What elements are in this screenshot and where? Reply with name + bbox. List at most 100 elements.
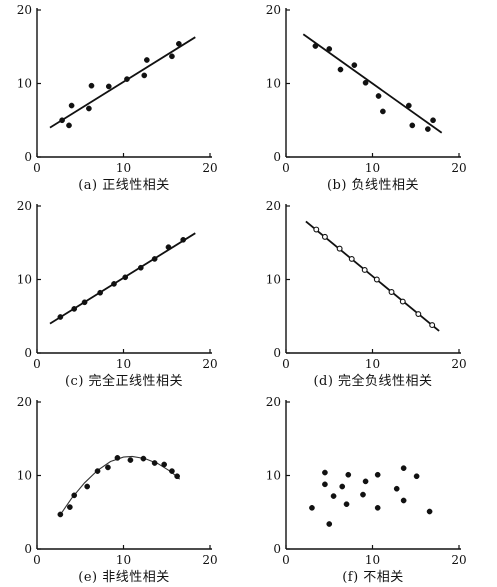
- data-point-b: [375, 93, 382, 99]
- scatter-plot-d: 0 10 20 0 10 20: [266, 199, 467, 371]
- chart-caption-e: (e) 非线性相关: [78, 570, 170, 585]
- x-tick-label-e: 20: [202, 553, 217, 567]
- data-point-b: [326, 46, 333, 52]
- data-point-d: [348, 255, 355, 262]
- x-tick-label-a: 0: [33, 161, 41, 175]
- data-point-e: [57, 511, 64, 518]
- data-point-c: [57, 314, 64, 320]
- y-tick-label-f: 10: [266, 469, 281, 483]
- data-point-f: [426, 508, 433, 515]
- data-point-a: [105, 83, 112, 90]
- data-point-d: [388, 289, 395, 295]
- chart-panel-d: 0 10 20 0 10 20 (d) 完全负线性相关: [249, 196, 497, 391]
- x-tick-label-e: 0: [33, 553, 41, 567]
- chart-caption-a: (a) 正线性相关: [78, 178, 170, 193]
- x-tick-label-d: 10: [365, 357, 380, 371]
- y-tick-label-f: 20: [266, 395, 281, 409]
- scatter-plot-c: 0 10 20 0 10 20: [17, 199, 218, 371]
- x-tick-label-d: 0: [282, 357, 290, 371]
- data-point-f: [400, 497, 407, 504]
- data-point-d: [415, 311, 422, 317]
- data-point-b: [409, 122, 416, 129]
- y-tick-label-d: 0: [273, 346, 281, 360]
- data-point-b: [380, 108, 386, 115]
- data-point-f: [309, 504, 315, 511]
- data-point-f: [374, 504, 381, 511]
- data-point-e: [169, 468, 175, 474]
- data-point-f: [343, 501, 350, 508]
- data-point-f: [400, 465, 407, 472]
- data-point-f: [345, 471, 352, 478]
- y-tick-label-b: 0: [273, 150, 281, 164]
- scatter-plot-a: 0 10 20 0 10 20: [17, 3, 218, 175]
- data-point-c: [97, 289, 103, 296]
- data-point-c: [111, 281, 117, 287]
- data-point-c: [122, 274, 129, 281]
- data-point-a: [169, 53, 175, 60]
- y-tick-label-f: 0: [273, 542, 281, 556]
- y-tick-label-c: 20: [17, 199, 32, 213]
- x-tick-label-f: 0: [282, 553, 290, 567]
- data-point-b: [430, 117, 436, 124]
- data-point-e: [140, 455, 147, 462]
- x-tick-label-c: 10: [116, 357, 131, 371]
- y-tick-label-d: 10: [266, 273, 281, 287]
- x-tick-label-f: 20: [451, 553, 466, 567]
- scatter-plot-b: 0 10 20 0 10 20: [266, 3, 467, 175]
- chart-panel-c: 0 10 20 0 10 20 (c) 完全正线性相关: [0, 196, 248, 391]
- y-tick-label-e: 0: [24, 542, 32, 556]
- data-point-b: [337, 66, 344, 73]
- x-tick-label-e: 10: [116, 553, 131, 567]
- y-tick-label-d: 20: [266, 199, 281, 213]
- data-point-d: [336, 245, 343, 252]
- y-tick-label-c: 10: [17, 273, 32, 287]
- y-tick-label-e: 10: [17, 469, 32, 483]
- data-point-e: [84, 483, 91, 490]
- data-point-d: [429, 322, 436, 329]
- x-tick-label-d: 20: [451, 357, 466, 371]
- y-tick-label-a: 10: [17, 77, 32, 91]
- data-point-c: [137, 264, 144, 271]
- data-point-a: [88, 82, 95, 89]
- data-point-a: [86, 105, 92, 112]
- x-tick-label-f: 10: [365, 553, 380, 567]
- chart-panel-e: 0 10 20 0 10 20 (e) 非线性相关: [0, 392, 248, 587]
- y-tick-label-a: 20: [17, 3, 32, 17]
- data-point-b: [362, 79, 369, 86]
- chart-caption-d: (d) 完全负线性相关: [313, 374, 433, 389]
- data-point-f: [339, 483, 346, 490]
- y-tick-label-e: 20: [17, 395, 32, 409]
- data-point-a: [59, 117, 65, 124]
- data-point-d: [321, 233, 328, 240]
- x-tick-label-b: 10: [365, 161, 380, 175]
- trend-line-a: [49, 36, 196, 129]
- data-point-e: [71, 492, 78, 499]
- x-tick-label-a: 20: [202, 161, 217, 175]
- data-point-f: [360, 491, 366, 498]
- chart-panel-f: 0 10 20 0 10 20 (f) 不相关: [249, 392, 497, 587]
- data-point-f: [374, 471, 381, 478]
- data-point-f: [413, 473, 420, 480]
- data-point-b: [405, 102, 412, 109]
- data-point-a: [144, 57, 150, 63]
- data-point-d: [361, 266, 368, 273]
- data-point-e: [114, 455, 121, 461]
- chart-panel-b: 0 10 20 0 10 20 (b) 负线性相关: [249, 0, 497, 195]
- data-point-e: [67, 504, 73, 510]
- data-point-b: [425, 126, 431, 132]
- data-point-a: [141, 72, 148, 79]
- y-tick-label-b: 10: [266, 77, 281, 91]
- trend-line-b: [302, 33, 443, 134]
- data-point-f: [326, 521, 333, 527]
- data-point-d: [313, 226, 320, 233]
- data-point-b: [351, 62, 358, 68]
- x-tick-label-c: 20: [202, 357, 217, 371]
- data-point-e: [127, 457, 134, 463]
- data-point-a: [66, 122, 72, 129]
- data-point-f: [322, 481, 328, 488]
- x-tick-label-c: 0: [33, 357, 41, 371]
- data-point-e: [94, 468, 101, 474]
- data-point-e: [105, 464, 111, 471]
- data-point-c: [151, 256, 158, 262]
